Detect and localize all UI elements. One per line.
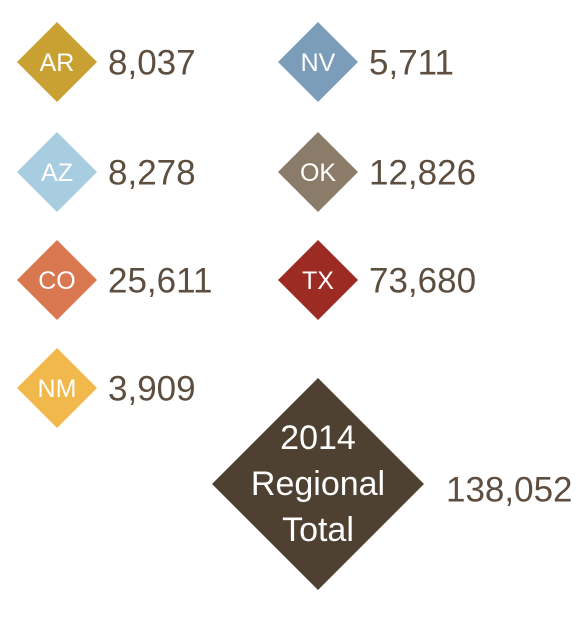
state-diamond	[278, 240, 358, 320]
total-label: Total	[282, 511, 354, 549]
state-diamond	[17, 240, 97, 320]
state-value: 5,711	[369, 44, 454, 83]
state-code: NM	[38, 375, 77, 403]
state-value: 25,611	[108, 262, 212, 301]
total-label: 2014	[280, 419, 356, 457]
total-value: 138,052	[446, 471, 573, 510]
state-code: AZ	[41, 159, 73, 187]
total-label: Regional	[251, 465, 385, 503]
state-value: 3,909	[108, 370, 196, 409]
state-code: OK	[300, 159, 336, 187]
state-diamond	[278, 22, 358, 102]
state-value: 12,826	[369, 154, 476, 193]
total-diamond	[212, 378, 424, 590]
state-code: NV	[301, 49, 336, 77]
state-code: AR	[40, 49, 75, 77]
state-diamond	[17, 132, 97, 212]
state-diamond	[278, 132, 358, 212]
state-code: TX	[302, 267, 334, 295]
state-diamond	[17, 22, 97, 102]
state-value: 8,037	[108, 44, 196, 83]
state-code: CO	[38, 267, 76, 295]
state-diamond	[17, 348, 97, 428]
state-value: 8,278	[108, 154, 196, 193]
state-value: 73,680	[369, 262, 476, 301]
